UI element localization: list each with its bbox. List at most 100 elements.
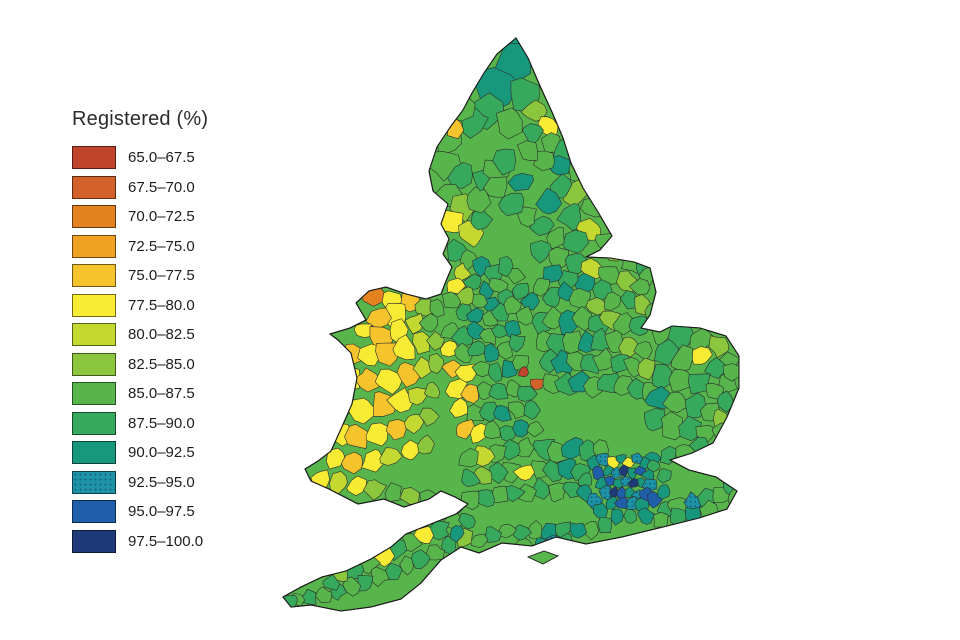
map-district	[695, 424, 717, 445]
map-district	[363, 479, 388, 501]
map-district	[353, 323, 373, 339]
legend-item: 87.5–90.0	[72, 409, 208, 439]
map-district	[442, 291, 462, 309]
map-district	[418, 313, 439, 333]
map-district	[517, 385, 538, 402]
map-district	[522, 123, 544, 147]
map-district	[440, 340, 459, 358]
legend-item: 67.5–70.0	[72, 173, 208, 203]
legend-label: 97.5–100.0	[128, 532, 204, 550]
legend-swatch	[72, 146, 116, 170]
map-district	[567, 158, 595, 183]
legend-label: 70.0–72.5	[128, 208, 195, 226]
map-district	[546, 226, 565, 249]
map-district	[542, 264, 563, 283]
map-district	[511, 282, 530, 300]
map-district	[498, 256, 514, 278]
map-district	[646, 459, 661, 473]
legend-label: 65.0–67.5	[128, 149, 195, 167]
legend-label: 92.5–95.0	[128, 473, 195, 491]
map-district	[465, 307, 484, 324]
map-district	[668, 368, 696, 392]
legend-item: 85.0–87.5	[72, 379, 208, 409]
map-district	[623, 508, 637, 524]
map-district	[549, 173, 573, 199]
map-district	[426, 331, 445, 351]
map-district	[344, 423, 369, 449]
map-district	[516, 140, 539, 161]
map-district	[626, 377, 648, 400]
map-district	[662, 391, 690, 413]
map-district	[498, 192, 525, 216]
legend-swatch	[72, 470, 116, 494]
map-district	[535, 187, 563, 215]
legend-label: 82.5–85.0	[128, 355, 195, 373]
legend-item: 77.5–80.0	[72, 291, 208, 321]
legend-swatch	[72, 205, 116, 229]
map-district	[365, 307, 392, 329]
legend-item: 75.0–77.5	[72, 261, 208, 291]
legend-swatch	[72, 382, 116, 406]
map-district	[628, 315, 651, 337]
map-district	[610, 353, 630, 373]
legend-label: 77.5–80.0	[128, 296, 195, 314]
map-district	[458, 448, 479, 468]
map-district	[526, 420, 545, 438]
map-district	[495, 107, 523, 140]
legend-label: 80.0–82.5	[128, 326, 195, 344]
map-district	[456, 419, 476, 440]
map-district	[687, 373, 711, 395]
map-district	[590, 327, 613, 352]
map-district	[626, 495, 638, 511]
map-district	[399, 555, 414, 576]
mainland-outline	[282, 37, 740, 612]
map-legend: Registered (%) 65.0–67.5 67.5–70.0 70.0–72…	[72, 108, 208, 556]
map-district	[507, 401, 526, 419]
legend-item: 70.0–72.5	[72, 202, 208, 232]
legend-item: 90.0–92.5	[72, 438, 208, 468]
map-district	[619, 464, 630, 478]
map-district	[602, 464, 614, 477]
map-district	[670, 344, 694, 372]
map-district	[592, 347, 614, 371]
legend-swatch	[72, 293, 116, 317]
map-district	[618, 336, 640, 358]
map-district	[283, 595, 298, 611]
map-district	[471, 360, 493, 378]
map-district	[597, 517, 612, 534]
legend-swatch	[72, 323, 116, 347]
map-district	[560, 532, 574, 551]
map-district	[461, 468, 481, 487]
map-district	[460, 383, 479, 404]
legend-swatch	[72, 529, 116, 553]
map-district	[656, 468, 672, 484]
map-district	[613, 497, 630, 509]
map-district	[529, 215, 555, 236]
legend-swatch	[72, 352, 116, 376]
map-district	[384, 482, 403, 503]
map-district	[346, 475, 367, 497]
map-district	[340, 451, 363, 475]
map-district	[562, 330, 584, 354]
map-district	[374, 368, 403, 395]
map-district	[458, 513, 476, 530]
map-district	[523, 399, 541, 420]
legend-label: 72.5–75.0	[128, 237, 195, 255]
legend-swatch	[72, 264, 116, 288]
map-district	[628, 278, 651, 296]
legend-swatch	[72, 234, 116, 258]
map-district	[342, 576, 362, 597]
map-district	[643, 407, 666, 432]
legend-item: 95.0–97.5	[72, 497, 208, 527]
map-district	[329, 470, 348, 494]
map-district	[379, 447, 403, 466]
legend-item: 72.5–75.0	[72, 232, 208, 262]
map-district	[386, 387, 414, 413]
map-district	[392, 334, 416, 361]
map-district	[657, 484, 671, 500]
map-district	[578, 472, 593, 488]
map-district	[630, 452, 643, 464]
map-district	[449, 397, 469, 418]
